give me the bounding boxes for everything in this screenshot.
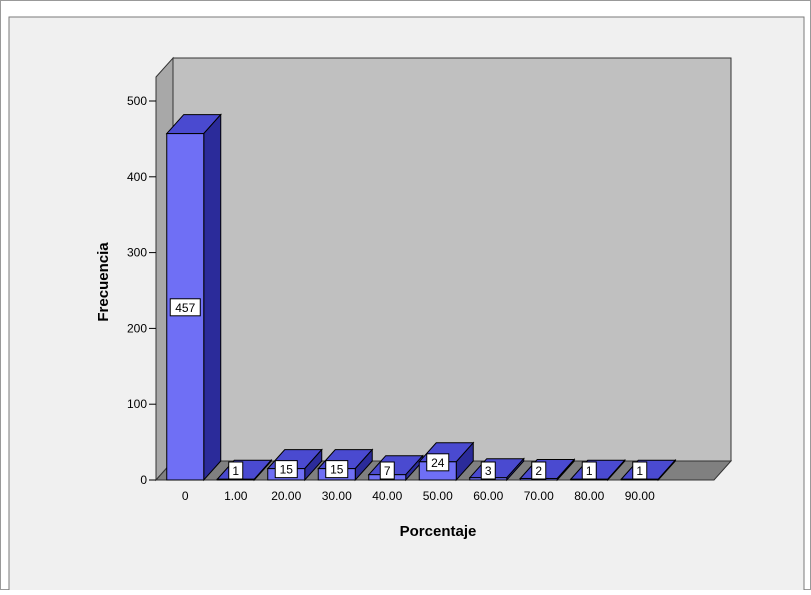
bar-side	[203, 113, 222, 482]
data-label-text: 24	[431, 456, 445, 470]
data-label: 15	[274, 460, 298, 479]
data-label: 3	[480, 461, 496, 480]
x-tick-label: 50.00	[423, 489, 453, 503]
x-tick-label: 0	[182, 489, 189, 503]
x-tick-label: 90.00	[625, 489, 655, 503]
data-label-text: 1	[232, 464, 239, 478]
data-label: 24	[426, 453, 450, 472]
data-label: 1	[228, 461, 244, 480]
data-label-box	[274, 460, 298, 479]
data-label-text: 3	[485, 464, 492, 478]
data-label: 457	[169, 298, 201, 317]
data-label-text: 15	[280, 463, 294, 477]
y-tick-label: 500	[127, 94, 147, 108]
y-tick-label: 400	[127, 170, 147, 184]
data-label: 1	[632, 461, 648, 480]
bar	[165, 113, 222, 482]
data-label-box	[228, 461, 244, 480]
x-tick-label: 1.00	[224, 489, 248, 503]
y-tick-label: 0	[140, 473, 147, 487]
x-tick-label: 80.00	[574, 489, 604, 503]
data-label-box	[632, 461, 648, 480]
data-label-text: 457	[175, 301, 195, 315]
data-label-text: 1	[586, 464, 593, 478]
data-label-box	[379, 461, 395, 480]
data-label: 2	[531, 461, 547, 480]
data-label-box	[169, 298, 201, 317]
x-tick-label: 20.00	[271, 489, 301, 503]
x-tick-label: 60.00	[473, 489, 503, 503]
y-tick-label: 300	[127, 246, 147, 260]
x-tick-label: 30.00	[322, 489, 352, 503]
y-axis: 0 100 200 300 400 500	[127, 94, 156, 487]
data-label-box	[480, 461, 496, 480]
data-label-text: 2	[535, 464, 542, 478]
y-tick-label: 200	[127, 321, 147, 335]
data-label-box	[531, 461, 547, 480]
data-label-box	[426, 453, 450, 472]
y-tick-label: 100	[127, 397, 147, 411]
data-label-box	[581, 461, 597, 480]
data-label-text: 15	[330, 463, 344, 477]
data-label-text: 1	[636, 464, 643, 478]
data-label: 15	[325, 460, 349, 479]
y-axis-title: Frecuencia	[95, 242, 112, 322]
x-axis-title: Porcentaje	[400, 523, 477, 540]
bars-group: 457 1 15 15 7 24 3 2 1 1	[165, 113, 677, 482]
x-tick-label: 40.00	[372, 489, 402, 503]
x-axis: 0 1.00 20.00 30.00 40.00 50.00 60.00 70.00 80.00…	[182, 489, 655, 503]
x-tick-label: 70.00	[524, 489, 554, 503]
chart-walls	[154, 56, 733, 482]
data-label: 1	[581, 461, 597, 480]
data-label-box	[325, 460, 349, 479]
data-label: 7	[379, 461, 395, 480]
data-label-text: 7	[384, 464, 391, 478]
back-wall	[172, 57, 732, 462]
